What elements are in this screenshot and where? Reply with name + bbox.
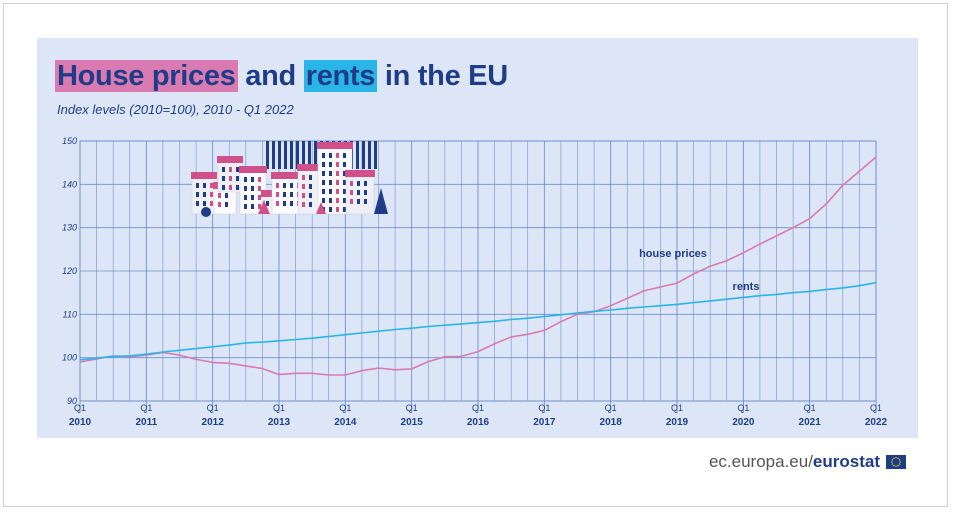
- flag-star: [891, 459, 894, 461]
- tree-icon: [374, 188, 388, 214]
- x-tick-year-label: 2018: [600, 417, 623, 428]
- x-tick-year-label: 2016: [467, 417, 490, 428]
- title-rents: rents: [303, 60, 378, 92]
- flag-star: [893, 464, 895, 467]
- flag-star: [899, 461, 901, 463]
- flag-star: [895, 457, 897, 459]
- series-line-house-prices: [79, 156, 877, 376]
- illustration-bar: [356, 141, 359, 169]
- flag-star: [895, 465, 897, 467]
- flag-star: [898, 463, 901, 465]
- x-tick-year-label: 2014: [334, 417, 357, 428]
- house-icon: [345, 170, 375, 215]
- x-tick-quarter-label: Q1: [207, 403, 219, 413]
- chart-subtitle: Index levels (2010=100), 2010 - Q1 2022: [57, 102, 294, 117]
- illustration-bar: [290, 141, 293, 169]
- plot-frame: [79, 140, 877, 402]
- x-tick-year-label: 2017: [533, 417, 556, 428]
- x-tick-quarter-label: Q1: [870, 403, 882, 413]
- series-annotations: house prices rents: [639, 248, 759, 293]
- illustration-bar: [362, 141, 365, 169]
- illustration-bar: [374, 141, 377, 169]
- x-tick-quarter-label: Q1: [804, 403, 816, 413]
- chart-grid: [79, 140, 877, 413]
- house-icon: [191, 172, 217, 215]
- title-house-prices: House prices: [55, 60, 238, 92]
- annotation-rents: rents: [733, 281, 760, 293]
- y-tick-label: 120: [62, 266, 77, 276]
- x-tick-year-label: 2022: [865, 417, 888, 428]
- illustration-bar: [368, 141, 371, 169]
- x-tick-year-label: 2011: [135, 417, 157, 428]
- y-tick-label: 90: [67, 396, 77, 406]
- x-tick-year-label: 2013: [268, 417, 291, 428]
- flag-star: [897, 457, 899, 460]
- y-tick-label: 140: [62, 179, 77, 189]
- x-tick-quarter-label: Q1: [605, 403, 617, 413]
- x-tick-year-label: 2019: [666, 417, 689, 428]
- x-tick-year-label: 2021: [799, 417, 822, 428]
- eu-flag-icon: [886, 455, 906, 469]
- illustration-bar: [314, 141, 317, 169]
- x-axis-labels: Q1 2010 Q1 2011 Q1 2012 Q1 2013 Q1 2014 Q1 2015 Q1 20…: [69, 403, 888, 428]
- flag-star: [893, 457, 895, 460]
- x-tick-quarter-label: Q1: [472, 403, 484, 413]
- flag-star: [891, 463, 894, 465]
- y-tick-label: 150: [62, 136, 77, 146]
- tree-icon: [258, 200, 270, 214]
- flag-star: [897, 464, 899, 467]
- y-tick-label: 130: [62, 223, 77, 233]
- flag-star: [891, 461, 893, 463]
- illustration-bar: [278, 141, 281, 169]
- illustration-bar: [284, 141, 287, 169]
- x-tick-quarter-label: Q1: [74, 403, 86, 413]
- flag-star: [898, 459, 901, 461]
- illustration-bar: [266, 141, 269, 169]
- x-tick-quarter-label: Q1: [406, 403, 418, 413]
- title-in-the-eu: in the EU: [377, 60, 508, 92]
- illustration-bar: [296, 141, 299, 169]
- bush-icon: [201, 207, 211, 217]
- series-lines: [79, 156, 877, 376]
- illustration-bar: [272, 141, 275, 169]
- x-tick-year-label: 2012: [202, 417, 225, 428]
- title-and: and: [237, 60, 304, 92]
- footer-site[interactable]: ec.europa.eu/: [708, 452, 813, 471]
- chart-title: House prices and rents in the EU: [55, 60, 508, 93]
- x-tick-year-label: 2010: [69, 417, 92, 428]
- tree-icon: [316, 202, 326, 214]
- x-tick-quarter-label: Q1: [140, 403, 152, 413]
- footer-brand[interactable]: eurostat: [812, 452, 880, 471]
- x-tick-year-label: 2020: [732, 417, 755, 428]
- x-tick-quarter-label: Q1: [737, 403, 749, 413]
- illustration-bar: [302, 141, 305, 169]
- x-tick-quarter-label: Q1: [538, 403, 550, 413]
- footer-source: ec.europa.eu/eurostat: [709, 452, 906, 472]
- house-icon: [297, 164, 321, 215]
- x-tick-quarter-label: Q1: [339, 403, 351, 413]
- x-tick-quarter-label: Q1: [671, 403, 683, 413]
- y-tick-label: 100: [62, 353, 77, 363]
- y-tick-label: 110: [63, 309, 77, 319]
- series-line-rents: [79, 281, 877, 361]
- house-icon: [217, 156, 243, 193]
- annotation-house-prices: house prices: [639, 248, 707, 260]
- illustration-bar: [308, 141, 311, 169]
- y-axis-labels: 90 100 110 120 130 140 150: [62, 136, 77, 406]
- x-tick-year-label: 2015: [401, 417, 424, 428]
- houses-illustration: [191, 141, 388, 217]
- x-tick-quarter-label: Q1: [273, 403, 285, 413]
